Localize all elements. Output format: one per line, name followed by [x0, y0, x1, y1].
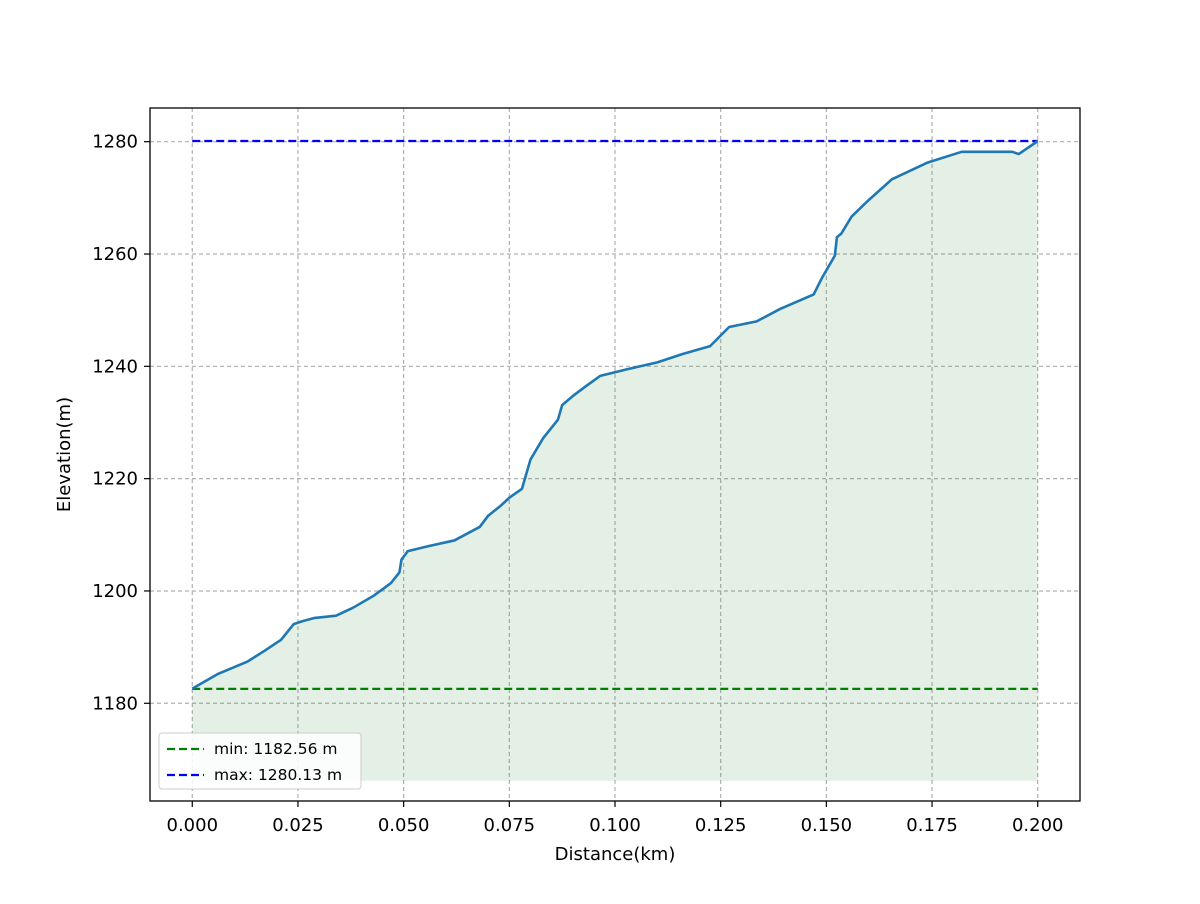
x-tick-label: 0.125	[695, 815, 747, 836]
legend-label: max: 1280.13 m	[214, 766, 342, 784]
data-layer	[191, 139, 1039, 781]
x-tick-label: 0.150	[801, 815, 853, 836]
elevation-area-fill	[192, 141, 1038, 781]
x-tick-label: 0.000	[167, 815, 219, 836]
x-tick-label: 0.025	[272, 815, 324, 836]
x-tick-label: 0.200	[1012, 815, 1064, 836]
y-tick-label: 1180	[92, 693, 138, 714]
legend-box	[158, 732, 362, 790]
y-tick-label: 1200	[92, 581, 138, 602]
x-tick-label: 0.050	[378, 815, 430, 836]
tick-layer: 0.000 0.025 0.050 0.075 0.100 0.125 0.150 0.175…	[92, 132, 1063, 836]
y-tick-label: 1280	[92, 132, 138, 153]
x-tick-label: 0.075	[484, 815, 536, 836]
y-axis-label: Elevation(m)	[54, 397, 75, 512]
x-tick-label: 0.100	[589, 815, 641, 836]
elevation-profile-line	[191, 140, 1039, 690]
y-tick-label: 1220	[92, 469, 138, 490]
x-axis-label: Distance(km)	[555, 844, 676, 865]
legend: min: 1182.56 m max: 1280.13 m	[158, 732, 362, 790]
y-tick-label: 1240	[92, 356, 138, 377]
y-tick-label: 1260	[92, 244, 138, 265]
grid-layer	[150, 108, 1080, 801]
x-tick-label: 0.175	[906, 815, 958, 836]
legend-label: min: 1182.56 m	[214, 740, 338, 758]
